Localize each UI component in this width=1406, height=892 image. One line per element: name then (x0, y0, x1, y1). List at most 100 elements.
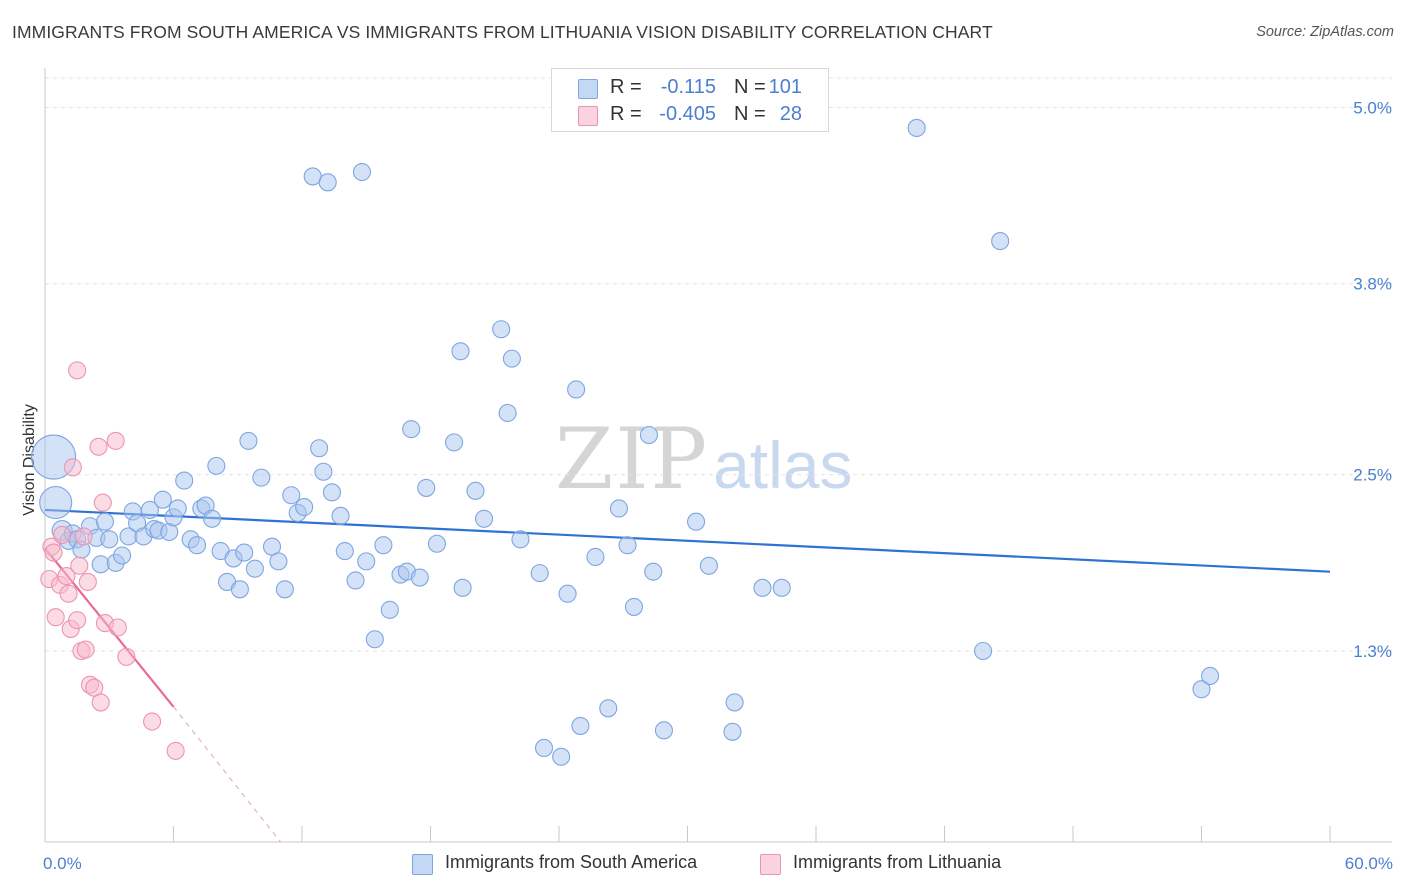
data-point-lithuania (117, 647, 136, 666)
data-point-lithuania (68, 611, 87, 630)
data-point-south-america (295, 497, 314, 517)
legend-row-lithuania: R = -0.405 N = 28 (552, 102, 828, 128)
data-point-south-america (502, 349, 521, 368)
data-point-south-america (314, 462, 333, 481)
data-point-lithuania (91, 693, 110, 712)
data-point-south-america (1201, 666, 1220, 686)
data-point-south-america (609, 499, 629, 518)
data-point-south-america (445, 433, 464, 452)
axes (44, 68, 1392, 843)
data-point-south-america (100, 530, 119, 549)
data-point-south-america (534, 738, 554, 758)
watermark-zip: ZIP (555, 410, 710, 508)
data-point-south-america (113, 546, 132, 565)
legend-r-label: R = (610, 76, 642, 98)
data-points (31, 118, 1220, 766)
data-point-lithuania (93, 493, 112, 512)
data-point-lithuania (108, 618, 127, 637)
data-point-south-america (474, 509, 494, 528)
data-point-south-america (687, 512, 706, 531)
tick-labels: 1.3% 2.5% 3.8% 5.0% 0.0% 60.0% Vision Disabili… (21, 98, 1393, 873)
watermark: ZIPatlas (555, 410, 853, 508)
data-point-south-america (357, 552, 376, 571)
data-point-south-america (245, 559, 264, 578)
data-point-south-america (207, 456, 226, 475)
data-point-south-america (380, 600, 399, 619)
series-legend: Immigrants from South America Immigrants… (0, 852, 1406, 878)
data-point-lithuania (106, 431, 125, 450)
data-point-south-america (252, 468, 271, 487)
data-point-south-america (310, 439, 329, 458)
x-tick-label: 0.0% (43, 854, 82, 873)
data-point-lithuania (89, 437, 108, 456)
data-point-south-america (175, 471, 194, 490)
data-point-south-america (1192, 680, 1211, 699)
data-point-south-america (346, 571, 365, 590)
data-point-south-america (275, 580, 294, 599)
data-point-south-america (39, 486, 73, 520)
data-point-south-america (599, 699, 618, 718)
legend-r-value: -0.405 (659, 103, 716, 125)
data-point-south-america (239, 431, 258, 450)
data-point-south-america (492, 320, 511, 339)
data-point-south-america (453, 578, 472, 597)
data-point-south-america (322, 483, 342, 502)
data-point-south-america (402, 420, 421, 439)
data-point-south-america (91, 555, 110, 574)
data-point-south-america (95, 512, 115, 531)
data-point-south-america (723, 722, 742, 741)
data-point-south-america (571, 716, 590, 735)
data-point-south-america (331, 506, 350, 525)
data-point-south-america (410, 568, 429, 587)
data-point-south-america (558, 584, 577, 603)
y-tick-label: 3.8% (1353, 275, 1392, 294)
series-label: Immigrants from South America (445, 852, 698, 872)
data-point-lithuania (44, 543, 63, 562)
legend-n-label: N = (734, 103, 766, 125)
legend-swatch-blue (578, 79, 598, 99)
data-point-south-america (973, 641, 993, 661)
data-point-south-america (427, 534, 446, 553)
legend-n-label: N = (734, 76, 766, 98)
data-point-south-america (586, 547, 605, 567)
data-point-lithuania (143, 712, 162, 731)
y-tick-label: 1.3% (1353, 642, 1392, 661)
data-point-south-america (365, 630, 384, 649)
data-point-south-america (168, 499, 187, 518)
data-point-lithuania (166, 741, 185, 760)
y-tick-label: 2.5% (1353, 466, 1392, 485)
data-point-lithuania (53, 525, 72, 544)
data-point-south-america (639, 425, 659, 445)
series-label: Immigrants from Lithuania (793, 852, 1002, 872)
legend-r-label: R = (610, 103, 642, 125)
legend-swatch-pink (578, 106, 598, 126)
data-point-south-america (188, 536, 207, 555)
data-point-south-america (699, 556, 718, 575)
data-point-lithuania (68, 361, 87, 380)
data-point-south-america (624, 597, 644, 616)
y-tick-label: 5.0% (1353, 98, 1392, 117)
data-point-south-america (451, 342, 470, 361)
series-swatch-pink (760, 854, 781, 875)
data-point-lithuania (46, 608, 65, 627)
source-credit: Source: ZipAtlas.com (1256, 24, 1394, 40)
data-point-lithuania (70, 556, 89, 575)
y-axis-title: Vision Disability (21, 404, 38, 516)
data-point-south-america (753, 578, 772, 597)
data-point-south-america (203, 509, 222, 528)
data-point-south-america (374, 536, 393, 555)
data-point-south-america (498, 403, 517, 423)
data-point-lithuania (57, 567, 76, 586)
series-swatch-blue (412, 854, 433, 875)
data-point-south-america (530, 564, 549, 583)
data-point-south-america (230, 580, 249, 599)
data-point-south-america (417, 478, 436, 497)
data-point-lithuania (76, 640, 95, 659)
trend-line-south-america (44, 508, 1331, 573)
data-point-south-america (335, 542, 354, 561)
data-point-south-america (269, 552, 288, 571)
chart-title: IMMIGRANTS FROM SOUTH AMERICA VS IMMIGRA… (12, 22, 993, 42)
data-point-south-america (725, 693, 744, 712)
data-point-south-america (140, 500, 159, 520)
